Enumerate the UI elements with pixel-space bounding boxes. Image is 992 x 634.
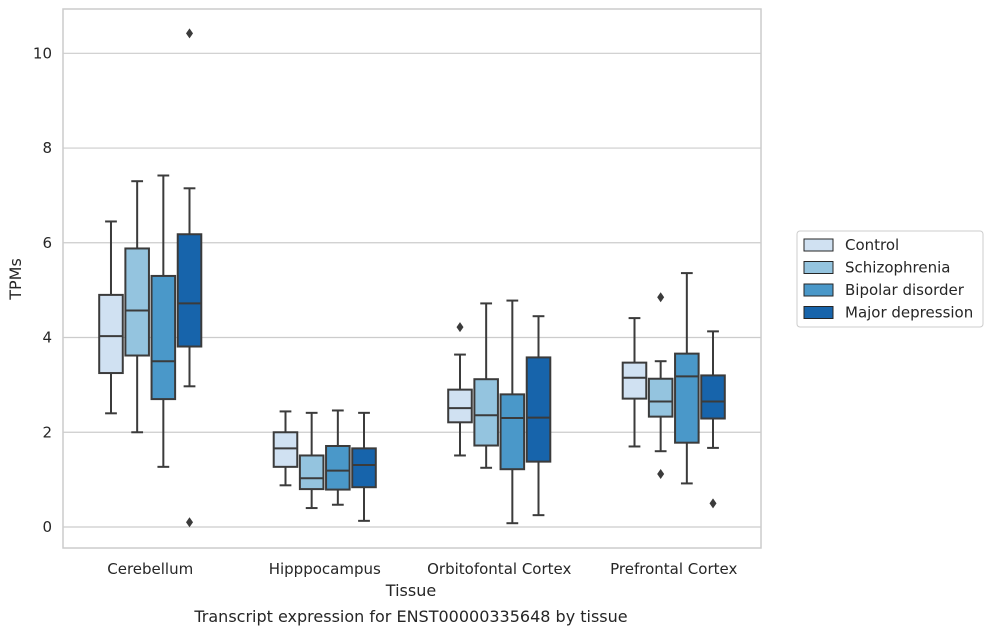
box-body: [674, 352, 700, 444]
y-tick-label-10: 10: [33, 44, 52, 62]
box-body: [647, 377, 674, 418]
box-2-1: [325, 409, 351, 506]
box-3-3: [700, 330, 726, 509]
x-tick-label-3: Prefrontal Cortex: [610, 560, 737, 578]
outlier-0: [456, 322, 464, 333]
series-2: [150, 174, 700, 525]
x-tick-label-0: Cerebellum: [107, 560, 193, 578]
outlier-1: [186, 28, 194, 39]
box-0-2: [447, 322, 473, 457]
box-1-2: [473, 302, 499, 469]
series-3: [176, 28, 726, 528]
series-0: [98, 220, 648, 487]
legend-label-3: Major depression: [845, 304, 973, 322]
box-body: [150, 274, 177, 401]
y-tick-labels: 0 2 4 6 8 10: [33, 44, 52, 536]
x-tick-label-2: Orbitofontal Cortex: [427, 560, 571, 578]
box-3-1: [351, 411, 377, 522]
box-body: [499, 393, 526, 471]
x-tick-label-1: Hipppocampus: [269, 560, 381, 578]
outlier-1: [657, 292, 665, 303]
box-body: [124, 247, 150, 357]
chart-caption: Transcript expression for ENST0000033564…: [193, 607, 627, 626]
box-body: [176, 233, 203, 348]
outlier-0: [657, 468, 665, 479]
legend-label-0: Control: [845, 236, 899, 254]
box-body: [351, 447, 377, 489]
box-0-3: [621, 317, 648, 448]
outlier-0: [186, 517, 194, 528]
box-plot-series: [98, 28, 726, 528]
y-axis-label: TPMs: [6, 258, 25, 301]
box-body: [473, 378, 499, 447]
box-2-2: [499, 299, 526, 525]
box-body: [447, 388, 473, 424]
legend-label-1: Schizophrenia: [845, 259, 950, 277]
y-tick-label-8: 8: [42, 139, 52, 157]
box-2-0: [150, 174, 177, 468]
legend-label-2: Bipolar disorder: [845, 281, 965, 299]
legend-frame: [796, 230, 984, 328]
outlier-0: [709, 498, 717, 509]
box-3-0: [176, 28, 203, 528]
box-0-1: [272, 410, 299, 487]
box-2-3: [674, 272, 700, 485]
legend-swatch-3: [803, 306, 834, 319]
y-tick-label-2: 2: [42, 423, 52, 441]
y-tick-label-4: 4: [42, 329, 52, 347]
x-axis-label: Tissue: [385, 581, 436, 600]
box-body: [298, 454, 325, 491]
box-body: [98, 293, 124, 375]
plot-frame: [62, 8, 762, 549]
box-1-1: [298, 411, 325, 510]
box-1-3: [647, 292, 674, 479]
box-0-0: [98, 220, 124, 415]
legend-swatch-1: [803, 261, 834, 274]
box-body: [525, 356, 552, 463]
y-tick-label-0: 0: [42, 518, 52, 536]
legend: Control Schizophrenia Bipolar disorder Majo…: [796, 230, 984, 328]
y-tick-label-6: 6: [42, 234, 52, 252]
box-body: [621, 361, 648, 400]
box-body: [700, 374, 726, 420]
legend-swatch-0: [803, 238, 834, 252]
x-tick-labels: Cerebellum Hipppocampus Orbitofontal Corte…: [107, 560, 737, 578]
box-3-2: [525, 315, 552, 517]
box-body: [325, 444, 351, 491]
legend-swatch-2: [803, 283, 834, 297]
box-1-0: [124, 180, 150, 434]
series-1: [124, 180, 674, 510]
box-body: [272, 431, 299, 468]
